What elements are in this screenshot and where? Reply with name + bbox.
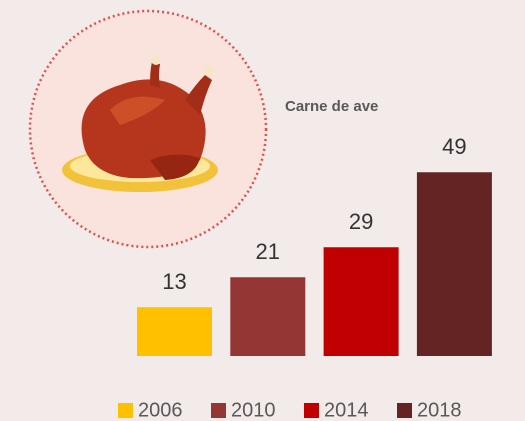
bar bbox=[323, 247, 399, 356]
bar bbox=[230, 277, 306, 356]
chart-title: Carne de ave bbox=[285, 98, 378, 115]
data-label: 29 bbox=[349, 209, 373, 234]
bar bbox=[416, 172, 492, 356]
legend-swatch bbox=[304, 403, 319, 418]
legend-label: 2006 bbox=[138, 399, 183, 421]
legend-swatch bbox=[397, 403, 412, 418]
legend-swatch bbox=[118, 403, 133, 418]
legend-swatch bbox=[211, 403, 226, 418]
bar bbox=[137, 307, 212, 356]
legend-label: 2014 bbox=[324, 399, 369, 421]
legend-label: 2010 bbox=[231, 399, 276, 421]
data-label: 49 bbox=[442, 134, 466, 159]
data-label: 21 bbox=[256, 239, 280, 264]
data-label: 13 bbox=[162, 269, 186, 294]
chicken-illustration bbox=[28, 9, 268, 249]
legend-label: 2018 bbox=[417, 399, 462, 421]
